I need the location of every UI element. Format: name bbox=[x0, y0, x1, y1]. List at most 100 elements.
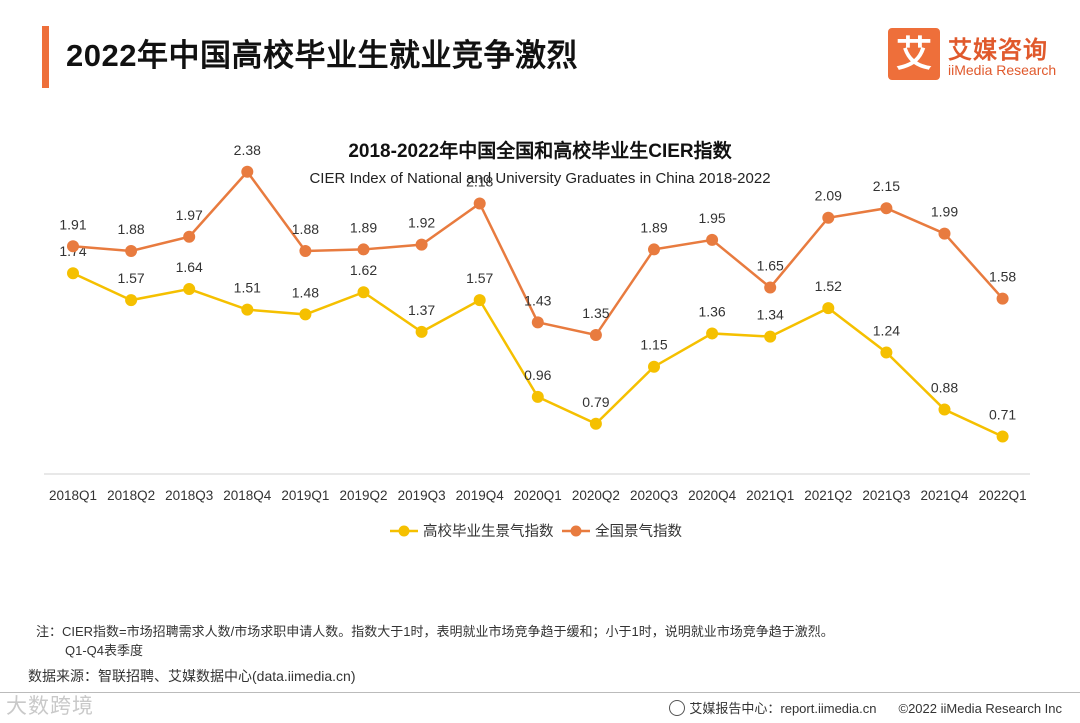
data-point bbox=[357, 243, 370, 256]
data-point bbox=[241, 165, 254, 178]
footer-divider bbox=[0, 692, 1080, 693]
logo-mark: 艾 bbox=[888, 28, 940, 80]
x-tick-label: 2018Q4 bbox=[223, 488, 272, 503]
data-point bbox=[473, 294, 486, 307]
data-label: 1.65 bbox=[757, 257, 784, 273]
data-point bbox=[183, 283, 196, 296]
data-label: 1.57 bbox=[466, 270, 493, 286]
chart-subtitle: CIER Index of National and University Gr… bbox=[309, 170, 771, 187]
logo-en-text: iiMedia Research bbox=[948, 62, 1057, 78]
globe-icon bbox=[669, 700, 686, 716]
data-label: 1.51 bbox=[234, 280, 261, 296]
data-point bbox=[589, 329, 602, 342]
x-tick-label: 2021Q3 bbox=[862, 488, 910, 503]
x-tick-label: 2021Q1 bbox=[746, 488, 794, 503]
data-label: 1.35 bbox=[582, 305, 609, 321]
x-tick-label: 2020Q1 bbox=[514, 488, 562, 503]
legend-label: 高校毕业生景气指数 bbox=[423, 523, 554, 540]
data-label: 0.88 bbox=[931, 380, 958, 396]
data-point bbox=[938, 227, 951, 240]
data-label: 1.43 bbox=[524, 292, 551, 308]
data-point bbox=[706, 233, 719, 246]
data-point bbox=[415, 325, 428, 338]
data-point bbox=[241, 303, 254, 316]
footer-copyright: ©2022 iiMedia Research Inc bbox=[898, 701, 1063, 716]
data-point bbox=[531, 316, 544, 329]
data-label: 1.48 bbox=[292, 284, 319, 300]
chart-note: 注：CIER指数=市场招聘需求人数/市场求职申请人数。指数大于1时，表明就业市场… bbox=[36, 622, 834, 660]
data-point bbox=[67, 267, 79, 280]
data-point bbox=[473, 197, 486, 210]
data-label: 2.18 bbox=[466, 173, 493, 189]
data-point bbox=[648, 243, 660, 256]
data-label: 1.64 bbox=[176, 259, 203, 275]
x-tick-label: 2021Q4 bbox=[920, 488, 969, 503]
data-label: 1.89 bbox=[350, 219, 377, 235]
data-point bbox=[938, 403, 951, 416]
legend-marker bbox=[570, 525, 582, 537]
data-point bbox=[764, 281, 777, 294]
data-label: 1.62 bbox=[350, 262, 377, 278]
cier-line-chart: 2018Q1 2018Q2 2018Q3 2018Q4 2019Q1 2019Q2 2019… bbox=[44, 142, 1030, 540]
data-label: 2.09 bbox=[815, 188, 842, 204]
data-point bbox=[648, 360, 660, 373]
data-label: 1.57 bbox=[117, 270, 144, 286]
x-tick-label: 2019Q3 bbox=[398, 488, 446, 503]
note-line-1: 注：CIER指数=市场招聘需求人数/市场求职申请人数。指数大于1时，表明就业市场… bbox=[36, 624, 834, 639]
series-line-1 bbox=[72, 169, 1004, 337]
x-tick-label: 2018Q2 bbox=[107, 488, 155, 503]
footer-report-link[interactable]: 艾媒报告中心：report.iimedia.cn bbox=[689, 701, 877, 716]
data-label: 1.58 bbox=[989, 269, 1016, 285]
data-point bbox=[531, 390, 544, 403]
data-point bbox=[299, 245, 312, 258]
data-label: 1.36 bbox=[698, 303, 725, 319]
x-tick-label: 2019Q2 bbox=[339, 488, 387, 503]
legend-marker bbox=[398, 525, 410, 537]
data-label: 1.24 bbox=[873, 322, 900, 338]
data-label: 1.88 bbox=[117, 221, 144, 237]
page-title: 2022年中国高校毕业生就业竞争激烈 bbox=[66, 38, 578, 73]
x-tick-label: 2020Q3 bbox=[630, 488, 678, 503]
x-tick-label: 2020Q4 bbox=[688, 488, 737, 503]
data-point bbox=[822, 302, 835, 315]
x-tick-label: 2021Q2 bbox=[804, 488, 852, 503]
data-label: 0.79 bbox=[582, 394, 609, 410]
data-label: 1.91 bbox=[59, 216, 86, 232]
data-label: 1.37 bbox=[408, 302, 435, 318]
data-point bbox=[125, 294, 138, 307]
data-label: 1.92 bbox=[408, 215, 435, 231]
data-point bbox=[880, 346, 893, 359]
watermark-text: 大数跨境 bbox=[6, 695, 94, 718]
chart-title: 2018-2022年中国全国和高校毕业生CIER指数 bbox=[348, 141, 732, 162]
data-point bbox=[299, 308, 312, 321]
x-tick-label: 2020Q2 bbox=[572, 488, 620, 503]
data-label: 1.97 bbox=[176, 207, 203, 223]
data-point bbox=[822, 211, 835, 224]
legend-label: 全国景气指数 bbox=[595, 522, 682, 540]
data-label: 1.52 bbox=[815, 278, 842, 294]
data-label: 1.88 bbox=[292, 221, 319, 237]
data-point bbox=[996, 430, 1009, 443]
x-tick-label: 2018Q1 bbox=[49, 488, 97, 503]
logo-cn-text: 艾媒咨询 bbox=[948, 37, 1048, 64]
data-label: 0.71 bbox=[989, 406, 1016, 422]
data-point bbox=[996, 292, 1009, 305]
data-label: 2.15 bbox=[873, 178, 900, 194]
title-accent-bar bbox=[42, 26, 49, 88]
data-point bbox=[183, 230, 196, 243]
data-label: 1.95 bbox=[698, 210, 725, 226]
data-label: 0.96 bbox=[524, 367, 551, 383]
x-tick-label: 2019Q1 bbox=[281, 488, 329, 503]
data-label: 2.38 bbox=[234, 142, 261, 158]
data-label: 1.89 bbox=[640, 219, 667, 235]
data-label: 1.34 bbox=[757, 307, 784, 323]
data-point bbox=[589, 417, 602, 430]
data-point bbox=[415, 238, 428, 251]
footer: 艾媒报告中心：report.iimedia.cn ©2022 iiMedia Re… bbox=[669, 698, 1062, 717]
data-point bbox=[125, 245, 138, 258]
data-point bbox=[357, 286, 370, 299]
iimedia-logo: 艾 艾媒咨询 iiMedia Research bbox=[888, 28, 1060, 84]
x-tick-label: 2022Q1 bbox=[979, 488, 1027, 503]
note-line-2: Q1-Q4表季度 bbox=[65, 643, 144, 658]
data-point bbox=[764, 330, 777, 343]
